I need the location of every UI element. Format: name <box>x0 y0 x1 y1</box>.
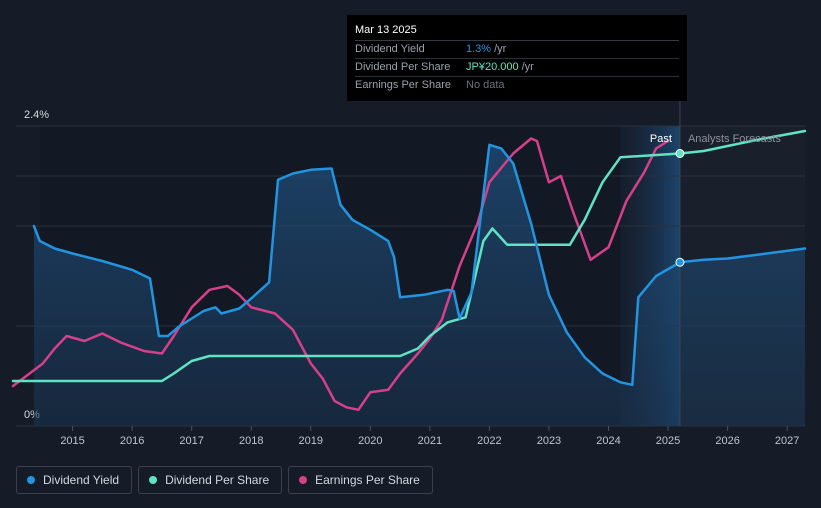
legend-dot-icon <box>149 476 158 484</box>
past-label: Past <box>650 133 672 145</box>
tooltip-value: JP¥20.000 <box>466 61 519 73</box>
tooltip-unit: /yr <box>494 43 507 55</box>
x-tick-label: 2017 <box>179 435 203 447</box>
legend-label: Earnings Per Share <box>315 473 420 487</box>
chart-legend: Dividend Yield Dividend Per Share Earnin… <box>16 466 433 494</box>
tooltip-unit: /yr <box>521 61 534 73</box>
tooltip-row-dividend-yield: Dividend Yield 1.3% /yr <box>355 41 679 59</box>
x-tick-label: 2016 <box>120 435 144 447</box>
legend-dot-icon <box>27 476 35 484</box>
forecast-label: Analysts Forecasts <box>688 133 781 145</box>
x-tick-label: 2018 <box>239 435 263 447</box>
series-line-dividend-yield <box>32 143 807 387</box>
x-tick-label: 2022 <box>477 435 501 447</box>
legend-item-dividend-yield[interactable]: Dividend Yield <box>16 466 133 494</box>
x-tick-label: 2023 <box>537 435 561 447</box>
legend-label: Dividend Yield <box>43 473 120 487</box>
tooltip-label: Dividend Per Share <box>355 61 451 73</box>
x-tick-label: 2027 <box>775 435 799 447</box>
x-tick-label: 2021 <box>418 435 442 447</box>
legend-dot-icon <box>299 476 308 484</box>
tooltip-label: Earnings Per Share <box>355 79 451 91</box>
legend-label: Dividend Per Share <box>165 473 270 487</box>
tooltip-label: Dividend Yield <box>355 43 425 55</box>
x-tick-label: 2019 <box>299 435 323 447</box>
x-tick-label: 2015 <box>60 435 84 447</box>
y-axis-top-label: 2.4% <box>24 109 49 121</box>
x-tick-label: 2020 <box>358 435 382 447</box>
x-tick-label: 2024 <box>596 435 620 447</box>
tooltip-value: 1.3% <box>466 43 492 55</box>
legend-item-dividend-per-share[interactable]: Dividend Per Share <box>138 466 283 494</box>
series-line-dividend-per-share <box>11 129 807 383</box>
tooltip-row-dividend-per-share: Dividend Per Share JP¥20.000 /yr <box>355 59 679 77</box>
marker-dividend-per-share <box>675 149 685 158</box>
chart-tooltip: Mar 13 2025 Dividend Yield 1.3% /yr Divi… <box>347 15 687 101</box>
tooltip-date: Mar 13 2025 <box>355 23 679 41</box>
marker-dividend-yield <box>675 257 685 267</box>
legend-item-earnings-per-share[interactable]: Earnings Per Share <box>288 466 433 494</box>
x-tick-label: 2025 <box>656 435 680 447</box>
tooltip-row-earnings-per-share: Earnings Per Share No data <box>355 77 679 94</box>
tooltip-value: No data <box>466 79 505 91</box>
series-line-earnings-per-share <box>11 137 670 412</box>
x-tick-label: 2026 <box>715 435 739 447</box>
